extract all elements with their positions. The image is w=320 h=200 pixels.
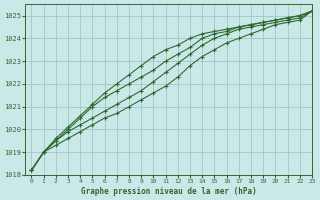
X-axis label: Graphe pression niveau de la mer (hPa): Graphe pression niveau de la mer (hPa) xyxy=(81,187,257,196)
